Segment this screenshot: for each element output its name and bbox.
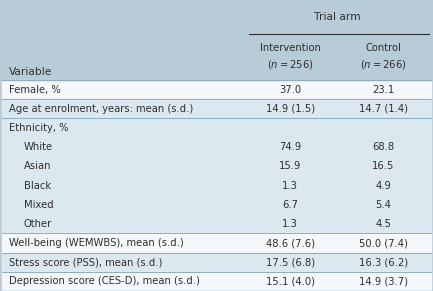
Text: Black: Black (24, 180, 51, 191)
Text: Trial arm: Trial arm (314, 12, 361, 22)
Text: Depression score (CES-D), mean (s.d.): Depression score (CES-D), mean (s.d.) (9, 276, 200, 286)
Bar (2, 214, 431, 233)
Text: 1.3: 1.3 (282, 180, 298, 191)
Text: 68.8: 68.8 (372, 142, 394, 152)
Text: Female, %: Female, % (9, 85, 61, 95)
Bar (2, 118, 431, 138)
Text: 16.3 (6.2): 16.3 (6.2) (359, 257, 408, 267)
Text: Age at enrolment, years: mean (s.d.): Age at enrolment, years: mean (s.d.) (9, 104, 193, 114)
Text: 4.9: 4.9 (375, 180, 391, 191)
Bar (2, 157, 431, 176)
Text: 37.0: 37.0 (279, 85, 301, 95)
Text: 74.9: 74.9 (279, 142, 301, 152)
Text: Intervention
($n$ = 256): Intervention ($n$ = 256) (260, 43, 320, 71)
Text: White: White (24, 142, 53, 152)
Bar (2, 195, 431, 214)
Text: Asian: Asian (24, 161, 52, 171)
Text: 14.9 (3.7): 14.9 (3.7) (359, 276, 408, 286)
Bar (2, 99, 431, 118)
Text: Mixed: Mixed (24, 200, 53, 210)
Text: 15.9: 15.9 (279, 161, 301, 171)
Text: 14.7 (1.4): 14.7 (1.4) (359, 104, 408, 114)
Bar (2, 253, 431, 272)
Bar (2, 138, 431, 157)
Text: 14.9 (1.5): 14.9 (1.5) (265, 104, 315, 114)
Bar (2, 176, 431, 195)
Text: 23.1: 23.1 (372, 85, 394, 95)
Text: 48.6 (7.6): 48.6 (7.6) (265, 238, 315, 248)
Text: 16.5: 16.5 (372, 161, 394, 171)
Text: Variable: Variable (9, 67, 52, 77)
Text: 50.0 (7.4): 50.0 (7.4) (359, 238, 407, 248)
Text: Well-being (WEMWBS), mean (s.d.): Well-being (WEMWBS), mean (s.d.) (9, 238, 184, 248)
Bar (2, 80, 431, 99)
Text: 17.5 (6.8): 17.5 (6.8) (265, 257, 315, 267)
Text: Stress score (PSS), mean (s.d.): Stress score (PSS), mean (s.d.) (9, 257, 162, 267)
Text: 6.7: 6.7 (282, 200, 298, 210)
Bar (2, 233, 431, 253)
Text: Other: Other (24, 219, 52, 229)
Text: 4.5: 4.5 (375, 219, 391, 229)
Text: Ethnicity, %: Ethnicity, % (9, 123, 68, 133)
Bar (2, 272, 431, 291)
Text: 1.3: 1.3 (282, 219, 298, 229)
Text: Control
($n$ = 266): Control ($n$ = 266) (360, 43, 407, 71)
Text: 15.1 (4.0): 15.1 (4.0) (265, 276, 315, 286)
Text: 5.4: 5.4 (375, 200, 391, 210)
